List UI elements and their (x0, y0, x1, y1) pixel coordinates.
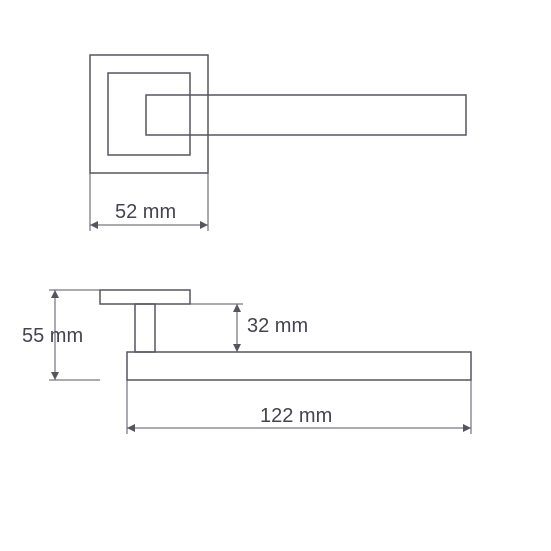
dim-32: 32 mm (190, 304, 308, 352)
handle-top (146, 95, 466, 135)
dim-55-label: 55 mm (22, 325, 83, 347)
side-handle (127, 352, 471, 380)
dimensions: 52 mm 55 mm 32 mm 122 mm (22, 173, 471, 434)
dim-122: 122 mm (127, 380, 471, 434)
technical-drawing: 52 mm 55 mm 32 mm 122 mm (0, 0, 551, 551)
dim-52: 52 mm (90, 173, 208, 231)
top-view (90, 55, 466, 173)
dim-122-label: 122 mm (260, 405, 332, 427)
side-neck (135, 304, 155, 352)
dim-52-label: 52 mm (115, 201, 176, 223)
dim-55: 55 mm (22, 290, 100, 380)
dim-32-label: 32 mm (247, 315, 308, 337)
rose-inner (108, 73, 190, 155)
side-plate (100, 290, 190, 304)
